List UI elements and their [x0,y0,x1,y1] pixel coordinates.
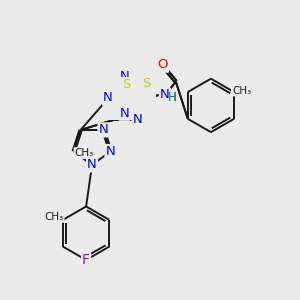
Text: S: S [122,78,130,91]
Text: N: N [106,145,115,158]
Text: N: N [133,113,142,126]
Text: S: S [142,77,151,90]
Text: S: S [122,78,130,91]
Text: CH₃: CH₃ [74,148,94,158]
Text: H: H [168,92,176,104]
Text: N: N [98,123,108,136]
Text: N: N [160,88,170,101]
Text: N: N [133,113,142,126]
Text: N: N [103,92,113,104]
Polygon shape [108,67,156,120]
Text: N: N [160,88,170,101]
Text: CH₃: CH₃ [232,85,251,96]
Text: F: F [82,253,90,267]
Text: H: H [168,92,176,104]
Text: CH₃: CH₃ [44,212,64,222]
Text: O: O [158,58,168,71]
Text: N: N [87,158,97,171]
Text: N: N [119,107,129,120]
Text: N: N [103,92,113,104]
Text: N: N [120,70,130,83]
Text: O: O [158,58,168,71]
